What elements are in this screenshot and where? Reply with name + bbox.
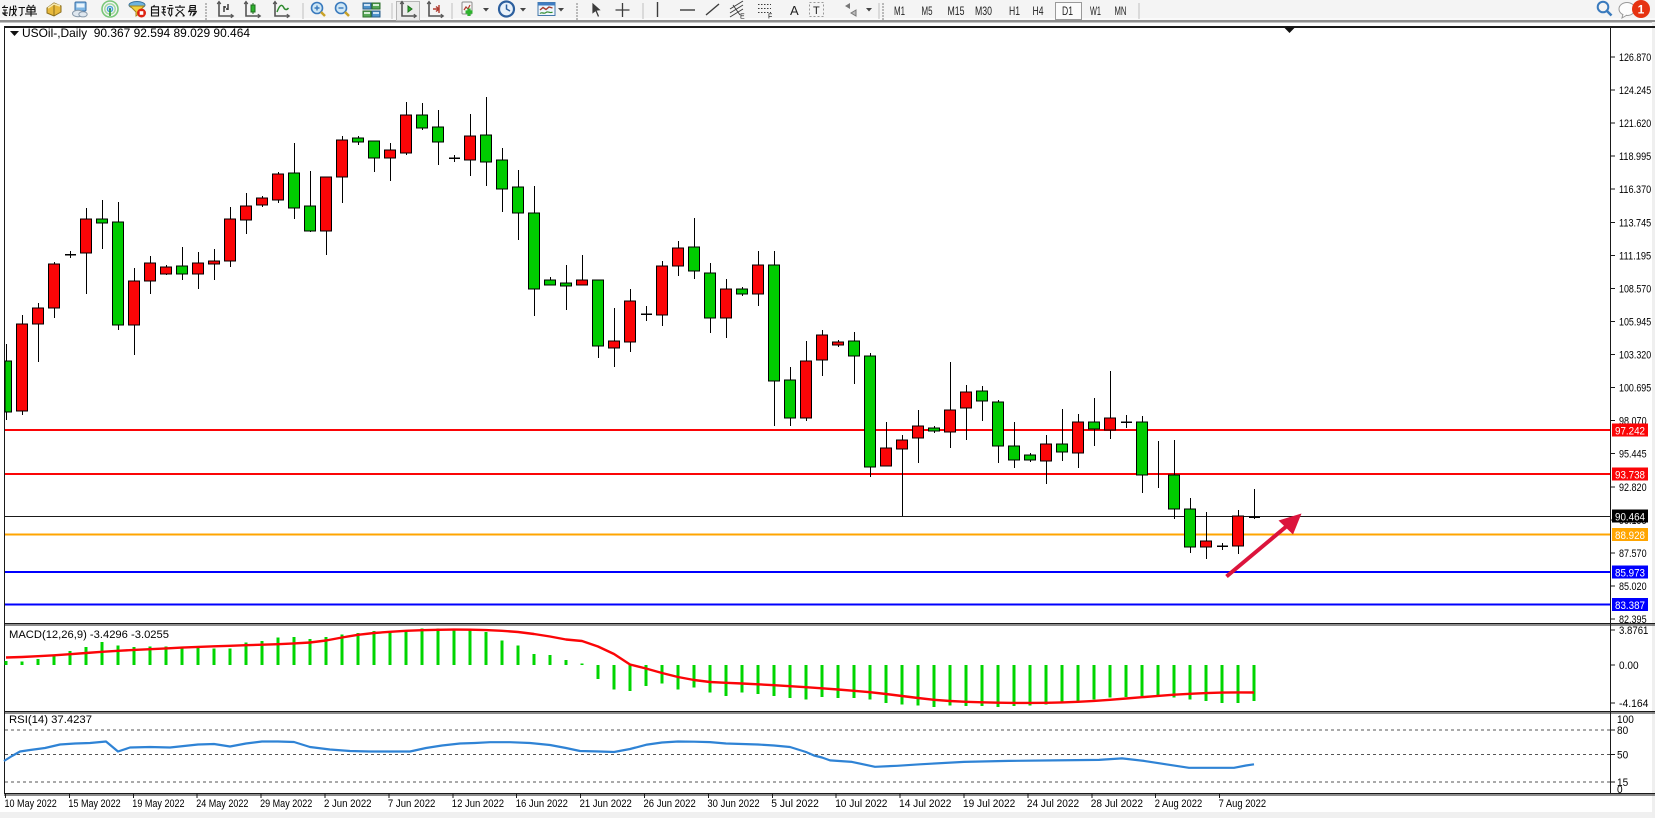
svg-text:19 May 2022: 19 May 2022 <box>132 798 184 810</box>
svg-text:21 Jun 2022: 21 Jun 2022 <box>580 798 632 810</box>
svg-text:MACD(12,26,9) -3.4296 -3.0255: MACD(12,26,9) -3.4296 -3.0255 <box>9 629 169 641</box>
svg-text:121.620: 121.620 <box>1619 118 1651 130</box>
svg-text:H1: H1 <box>1009 4 1020 18</box>
svg-text:0: 0 <box>1617 784 1623 796</box>
svg-text:111.195: 111.195 <box>1619 250 1651 262</box>
svg-text:24 Jul 2022: 24 Jul 2022 <box>1027 798 1079 810</box>
svg-text:M1: M1 <box>894 4 905 18</box>
svg-text:10 Jul 2022: 10 Jul 2022 <box>835 798 887 810</box>
svg-text:85.020: 85.020 <box>1619 581 1647 593</box>
svg-text:M5: M5 <box>922 4 933 18</box>
svg-text:15 May 2022: 15 May 2022 <box>68 798 120 810</box>
svg-text:80: 80 <box>1617 725 1628 737</box>
svg-text:88.928: 88.928 <box>1615 530 1645 542</box>
svg-text:-4.164: -4.164 <box>1619 698 1648 710</box>
svg-text:RSI(14) 37.4237: RSI(14) 37.4237 <box>9 714 92 726</box>
svg-text:100: 100 <box>1617 714 1634 726</box>
svg-text:19 Jul 2022: 19 Jul 2022 <box>963 798 1015 810</box>
svg-text:2 Aug 2022: 2 Aug 2022 <box>1155 798 1203 810</box>
svg-text:30 Jun 2022: 30 Jun 2022 <box>707 798 759 810</box>
svg-text:113.745: 113.745 <box>1619 217 1651 229</box>
svg-text:5 Jul 2022: 5 Jul 2022 <box>771 798 819 810</box>
svg-text:7 Jun 2022: 7 Jun 2022 <box>388 798 436 810</box>
svg-text:108.570: 108.570 <box>1619 283 1651 295</box>
svg-text:103.320: 103.320 <box>1619 350 1651 362</box>
svg-text:100.695: 100.695 <box>1619 383 1651 395</box>
svg-text:3.8761: 3.8761 <box>1619 625 1648 637</box>
svg-text:85.973: 85.973 <box>1615 568 1645 580</box>
svg-text:14 Jul 2022: 14 Jul 2022 <box>899 798 951 810</box>
svg-text:M30: M30 <box>975 4 992 18</box>
svg-text:1: 1 <box>1638 3 1645 17</box>
svg-text:MN: MN <box>1115 4 1127 18</box>
svg-text:7 Aug 2022: 7 Aug 2022 <box>1219 798 1267 810</box>
svg-text:T: T <box>813 5 820 17</box>
svg-text:A: A <box>790 3 799 18</box>
svg-text:92.820: 92.820 <box>1619 482 1647 494</box>
svg-text:87.570: 87.570 <box>1619 548 1647 560</box>
svg-text:D1: D1 <box>1062 4 1073 18</box>
svg-text:93.738: 93.738 <box>1615 470 1645 482</box>
svg-text:M15: M15 <box>948 4 965 18</box>
svg-text:82.395: 82.395 <box>1619 614 1647 626</box>
svg-text:USOil-,Daily 90.367 92.594 89: USOil-,Daily 90.367 92.594 89.029 90.464 <box>22 26 250 40</box>
svg-text:29 May 2022: 29 May 2022 <box>260 798 312 810</box>
svg-text:H4: H4 <box>1033 4 1044 18</box>
svg-text:126.870: 126.870 <box>1619 52 1651 64</box>
svg-text:F: F <box>768 14 772 21</box>
svg-text:118.995: 118.995 <box>1619 151 1651 163</box>
svg-text:50: 50 <box>1617 750 1628 762</box>
svg-text:28 Jul 2022: 28 Jul 2022 <box>1091 798 1143 810</box>
svg-text:124.245: 124.245 <box>1619 85 1651 97</box>
svg-text:24 May 2022: 24 May 2022 <box>196 798 248 810</box>
svg-text:E: E <box>740 14 745 21</box>
svg-text:105.945: 105.945 <box>1619 316 1651 328</box>
svg-text:0.00: 0.00 <box>1619 660 1639 672</box>
svg-text:97.242: 97.242 <box>1615 426 1645 438</box>
svg-text:10 May 2022: 10 May 2022 <box>5 798 57 810</box>
svg-text:116.370: 116.370 <box>1619 184 1651 196</box>
svg-text:95.445: 95.445 <box>1619 449 1647 461</box>
svg-text:W1: W1 <box>1090 4 1101 18</box>
svg-text:26 Jun 2022: 26 Jun 2022 <box>644 798 696 810</box>
svg-text:16 Jun 2022: 16 Jun 2022 <box>516 798 568 810</box>
svg-text:90.464: 90.464 <box>1615 512 1645 524</box>
svg-text:2 Jun 2022: 2 Jun 2022 <box>324 798 372 810</box>
svg-text:12 Jun 2022: 12 Jun 2022 <box>452 798 504 810</box>
svg-text:83.387: 83.387 <box>1615 600 1645 612</box>
svg-text:15: 15 <box>1617 777 1628 789</box>
